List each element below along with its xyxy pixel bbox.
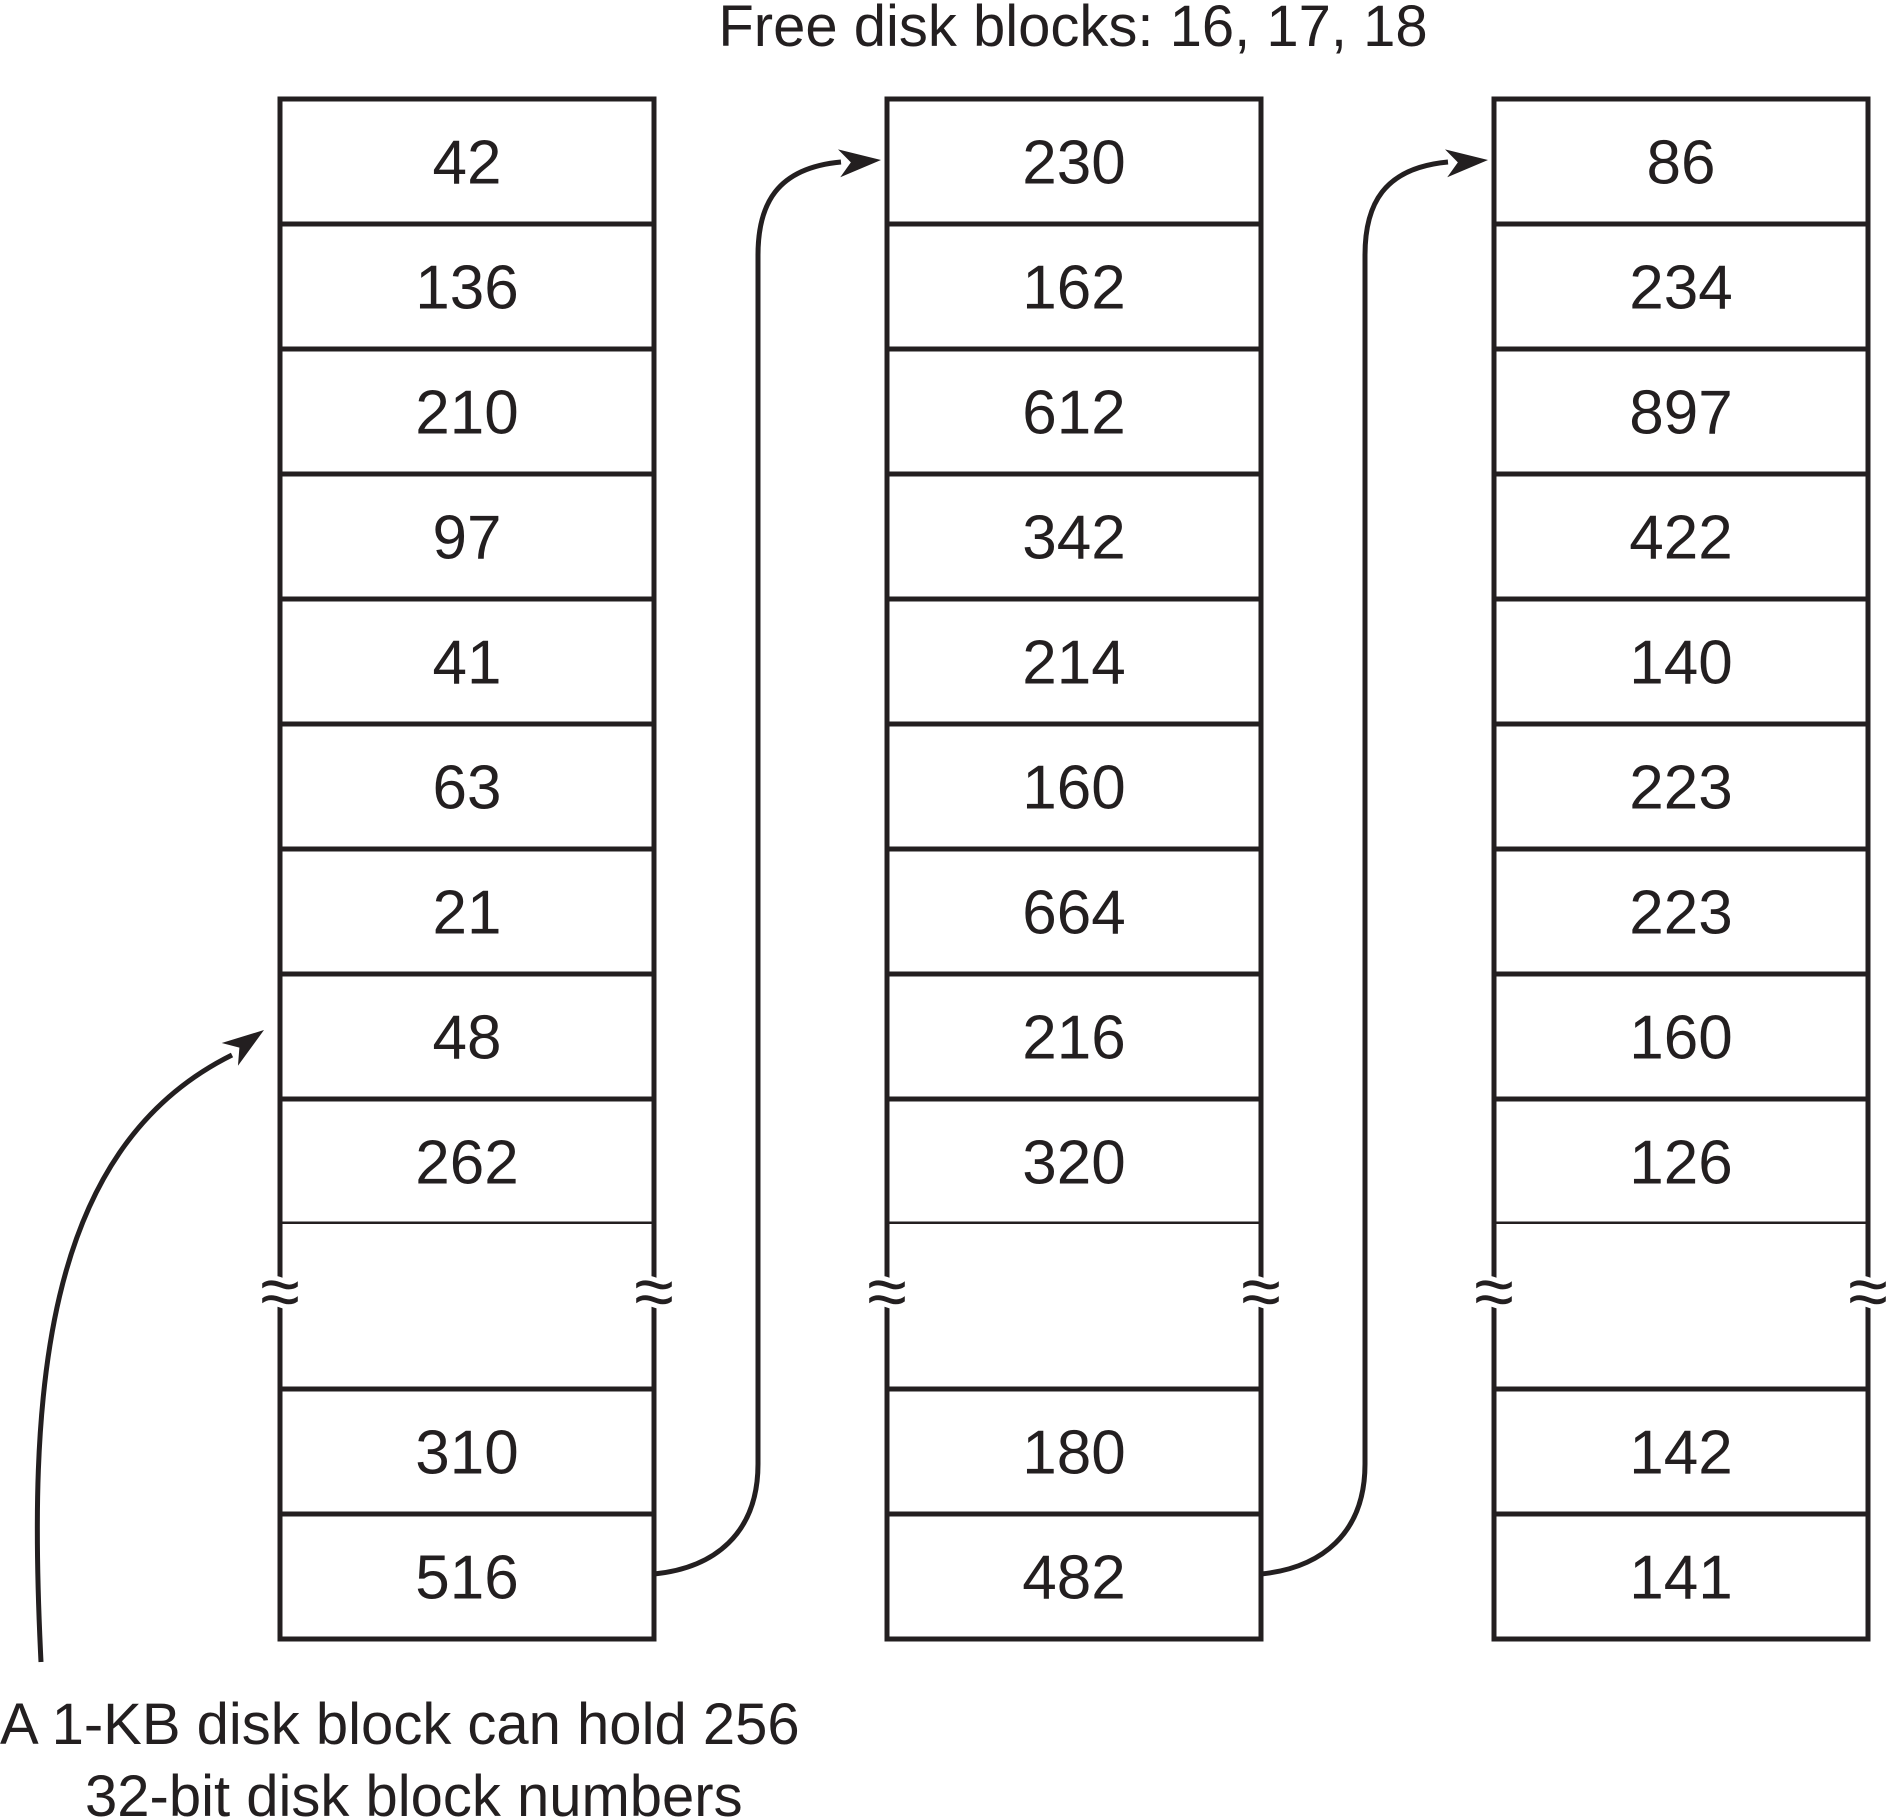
block-number: 320 [1022,1129,1125,1198]
block-cell [884,471,1264,602]
block-number: 86 [1647,129,1716,198]
block-number: 41 [433,629,502,698]
disk-block-column: 230 162 612 342 214 160 664 216 320 ≈ ≈180 482 [862,96,1286,1642]
block-cell [1491,346,1871,477]
block-number: 180 [1022,1419,1125,1488]
diagram-title: Free disk blocks: 16, 17, 18 [718,0,1427,59]
block-cell [277,471,657,602]
block-cell [1491,846,1871,977]
block-cell [884,1096,1264,1227]
break-mark-icon: ≈ [260,1252,300,1332]
disk-block-column: 86 234 897 422 140 223 223 160 126 ≈ ≈142 141 [1469,96,1893,1642]
block-number: 230 [1022,129,1125,198]
block-cell [884,846,1264,977]
block-number: 422 [1629,504,1732,573]
block-cell [277,96,657,227]
block-cell [1491,1386,1871,1517]
block-number: 126 [1629,1129,1732,1198]
block-number: 612 [1022,379,1125,448]
disk-block-column: 42 136 210 97 41 63 21 48 262 ≈ ≈310 516 [255,96,679,1642]
elided-region [887,1224,1261,1389]
block-number: 160 [1629,1004,1732,1073]
block-number: 310 [415,1419,518,1488]
block-number: 48 [433,1004,502,1073]
block-cell [884,721,1264,852]
block-cell [277,971,657,1102]
arrowhead-icon [838,149,881,178]
block-cell [1491,221,1871,352]
block-cell [1491,721,1871,852]
break-mark-icon: ≈ [867,1252,907,1332]
block-cell [1491,471,1871,602]
block-number: 141 [1629,1544,1732,1613]
break-mark-icon: ≈ [634,1252,674,1332]
block-number: 136 [415,254,518,323]
block-number: 897 [1629,379,1732,448]
block-number: 63 [433,754,502,823]
arrowhead-icon [1445,149,1488,178]
caption-line-2: 32-bit disk block numbers [85,1764,743,1820]
block-number: 140 [1629,629,1732,698]
block-number: 214 [1022,629,1125,698]
block-number: 262 [415,1129,518,1198]
block-cell [277,1511,657,1642]
caption-line-1: A 1-KB disk block can hold 256 [0,1692,800,1757]
next-block-link [1260,159,1449,1577]
block-cell [884,346,1264,477]
block-number: 42 [433,129,502,198]
block-number: 342 [1022,504,1125,573]
block-number: 223 [1629,879,1732,948]
caption-pointer [34,1052,234,1663]
break-mark-icon: ≈ [1241,1252,1281,1332]
block-number: 216 [1022,1004,1125,1073]
block-columns: 42 136 210 97 41 63 21 48 262 ≈ ≈310 516 230 162 612 34… [255,96,1893,1642]
break-mark-icon: ≈ [1474,1252,1514,1332]
elided-region [1494,1224,1868,1389]
block-cell [1491,596,1871,727]
block-cell [1491,96,1871,227]
block-number: 210 [415,379,518,448]
next-block-link [653,159,842,1577]
block-cell [277,221,657,352]
block-cell [1491,1096,1871,1227]
block-number: 664 [1022,879,1125,948]
block-cell [1491,1511,1871,1642]
block-number: 516 [415,1544,518,1613]
block-number: 21 [433,879,502,948]
block-cell [277,721,657,852]
block-cell [884,1511,1264,1642]
block-number: 97 [433,504,502,573]
block-number: 223 [1629,754,1732,823]
elided-region [280,1224,654,1389]
arrowhead-icon [221,1030,264,1066]
block-number: 162 [1022,254,1125,323]
block-number: 234 [1629,254,1732,323]
link-arrows [34,149,1488,1663]
block-number: 142 [1629,1419,1732,1488]
block-number: 160 [1022,754,1125,823]
break-mark-icon: ≈ [1848,1252,1888,1332]
block-number: 482 [1022,1544,1125,1613]
block-cell [884,221,1264,352]
block-cell [884,96,1264,227]
